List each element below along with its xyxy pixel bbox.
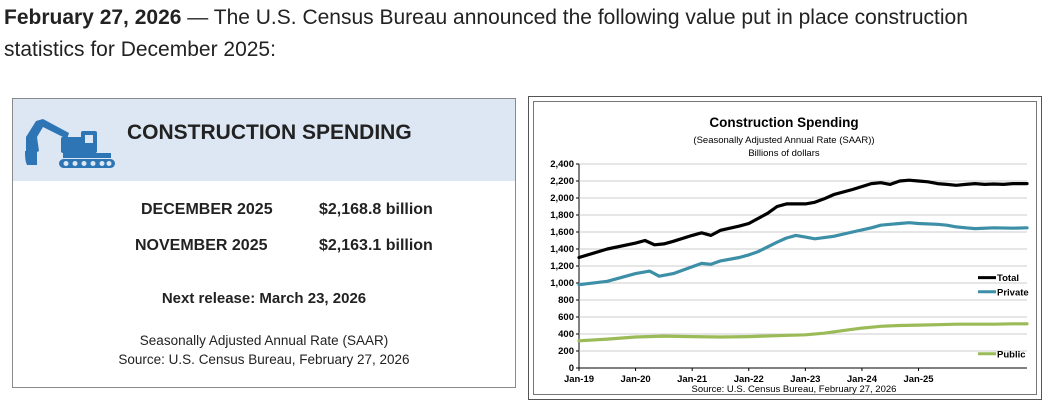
summary-card: CONSTRUCTION SPENDING DECEMBER 2025 $2,1… [12,98,516,388]
x-tick-label: Jan-20 [621,374,651,385]
december-value: $2,168.8 billion [319,201,433,218]
construction-spending-chart: Construction Spending (Seasonally Adjust… [550,115,1029,395]
y-tick-label: 400 [558,329,574,340]
chart-source: Source: U.S. Census Bureau, February 27,… [692,384,897,394]
excavator-icon [25,119,115,168]
x-tick-label: Jan-23 [790,374,820,385]
y-tick-label: 1,200 [550,261,574,272]
saar-note: Seasonally Adjusted Annual Rate (SAAR) [139,333,389,348]
y-tick-label: 2,200 [550,176,574,187]
chart-units: Billions of dollars [748,148,820,159]
x-tick-label: Jan-25 [903,374,934,385]
x-tick-label: Jan-24 [847,374,878,385]
chart-frame: Construction Spending (Seasonally Adjust… [528,96,1042,400]
legend-total-label: Total [997,273,1019,284]
y-tick-label: 1,800 [550,210,574,221]
card-title: CONSTRUCTION SPENDING [127,121,412,144]
y-tick-label: 1,600 [550,227,574,238]
y-tick-label: 800 [558,295,574,306]
chart-title: Construction Spending [709,115,858,130]
x-tick-label: Jan-21 [677,374,708,385]
y-tick-label: 1,000 [550,278,574,289]
announcement-date: February 27, 2026 [4,6,182,29]
y-tick-label: 600 [558,312,574,323]
chart-subtitle: (Seasonally Adjusted Annual Rate (SAAR)) [693,135,874,146]
december-label: DECEMBER 2025 [141,201,273,218]
x-tick-label: Jan-19 [564,374,594,385]
summary-card-header: CONSTRUCTION SPENDING [13,99,515,181]
series-public-line [577,322,1029,343]
legend-public-label: Public [997,349,1026,360]
november-label: NOVEMBER 2025 [135,237,268,254]
y-tick-label: 2,400 [550,159,574,170]
announcement-text: — The U.S. Census Bureau announced the f… [4,6,968,61]
source-note: Source: U.S. Census Bureau, February 27,… [118,352,410,367]
november-value: $2,163.1 billion [319,237,433,254]
series-total-line [577,178,1029,260]
x-tick-label: Jan-22 [734,374,764,385]
y-tick-label: 200 [558,346,574,357]
chart-inner-frame: Construction Spending (Seasonally Adjust… [533,101,1037,395]
next-release: Next release: March 23, 2026 [161,290,367,307]
y-tick-label: 0 [569,363,574,374]
y-tick-label: 2,000 [550,193,574,204]
y-tick-label: 1,400 [550,244,574,255]
announcement: February 27, 2026 — The U.S. Census Bure… [4,2,1049,66]
legend-private-label: Private [997,287,1029,298]
series-private-line [577,221,1029,287]
